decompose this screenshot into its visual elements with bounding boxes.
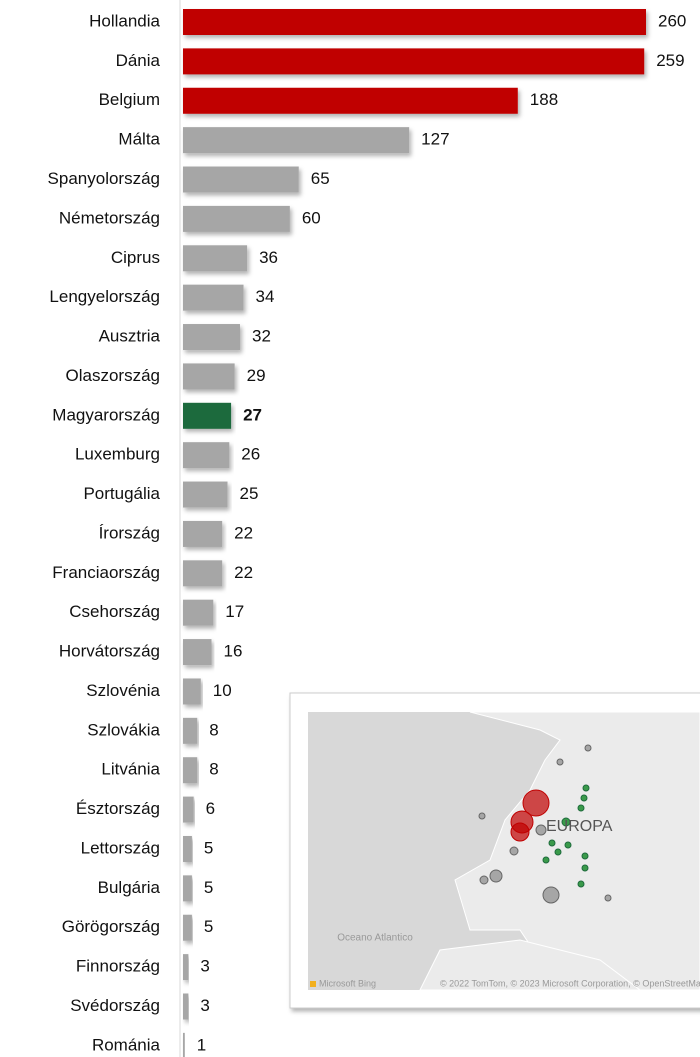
category-label: Görögország <box>62 917 160 936</box>
value-label: 5 <box>204 838 213 857</box>
value-label: 34 <box>256 287 275 306</box>
bar <box>183 993 189 1020</box>
value-label: 17 <box>225 602 244 621</box>
bar <box>183 205 290 232</box>
bar <box>183 875 192 902</box>
category-label: Lengyelország <box>49 287 160 306</box>
category-label: Portugália <box>83 484 160 503</box>
map-land <box>419 939 641 990</box>
bar <box>183 599 214 626</box>
bar <box>183 757 198 784</box>
bar <box>183 678 201 705</box>
value-label: 36 <box>259 248 278 267</box>
category-label: Spanyolország <box>48 169 160 188</box>
value-label: 22 <box>234 523 253 542</box>
bar <box>183 324 240 351</box>
bar <box>183 520 223 547</box>
value-label: 25 <box>240 484 259 503</box>
category-label: Franciaország <box>52 563 160 582</box>
category-label: Finnország <box>76 957 160 976</box>
value-label: 32 <box>252 327 271 346</box>
bar <box>183 1032 185 1057</box>
value-label: 1 <box>197 1035 206 1054</box>
value-label: 188 <box>530 90 558 109</box>
category-label: Málta <box>118 130 160 149</box>
map-ocean: Oceano Atlantico <box>337 933 413 944</box>
category-label: Észtország <box>76 799 160 818</box>
value-label: 26 <box>241 445 260 464</box>
bar <box>183 796 194 823</box>
bar <box>183 127 410 154</box>
bar <box>183 245 248 272</box>
map-inset: EUROPA Oceano Atlantico Microsoft Bing ©… <box>289 692 700 1009</box>
value-label: 3 <box>200 957 209 976</box>
value-label: 22 <box>234 563 253 582</box>
bar <box>183 481 228 508</box>
category-label: Szlovénia <box>86 681 160 700</box>
map-copyright: © 2022 TomTom, © 2023 Microsoft Corporat… <box>440 978 700 988</box>
bar <box>183 717 198 744</box>
value-label: 29 <box>247 366 266 385</box>
category-label: Horvátország <box>59 642 160 661</box>
category-label: Ausztria <box>99 327 161 346</box>
map-land <box>454 712 700 990</box>
bar <box>183 402 232 429</box>
map-bubbles <box>478 744 612 904</box>
category-label: Magyarország <box>52 405 160 424</box>
value-label: 65 <box>311 169 330 188</box>
category-label: Svédország <box>70 996 160 1015</box>
category-label: Hollandia <box>89 11 160 30</box>
bar <box>183 166 299 193</box>
value-label: 3 <box>200 996 209 1015</box>
category-label: Belgium <box>99 90 160 109</box>
map-logo: Microsoft Bing <box>319 978 376 988</box>
category-label: Bulgária <box>98 878 161 897</box>
value-label: 16 <box>223 642 242 661</box>
category-label: Olaszország <box>66 366 160 385</box>
map-label: EUROPA <box>546 818 613 835</box>
bar <box>183 9 646 35</box>
category-label: Dánia <box>116 51 161 70</box>
value-label: 10 <box>213 681 232 700</box>
category-label: Szlovákia <box>87 720 160 739</box>
value-label: 127 <box>421 130 449 149</box>
category-label: Írország <box>99 523 160 542</box>
category-label: Ciprus <box>111 248 160 267</box>
category-label: Lettország <box>81 838 160 857</box>
bar <box>183 442 230 469</box>
category-label: Litvánia <box>101 760 160 779</box>
bar <box>183 835 192 862</box>
value-label: 27 <box>243 405 262 424</box>
bar <box>183 87 518 114</box>
value-label: 5 <box>204 917 213 936</box>
value-label: 260 <box>658 11 686 30</box>
map-logo-icon <box>310 981 316 987</box>
bar <box>183 284 244 311</box>
value-label: 60 <box>302 208 321 227</box>
category-label: Németország <box>59 208 160 227</box>
category-label: Csehország <box>69 602 160 621</box>
value-label: 259 <box>656 51 684 70</box>
value-label: 5 <box>204 878 213 897</box>
value-label: 8 <box>209 760 218 779</box>
bar <box>183 639 212 666</box>
bar <box>183 363 235 390</box>
category-label: Románia <box>92 1035 161 1054</box>
bar <box>183 914 192 941</box>
bar <box>183 560 223 587</box>
value-label: 8 <box>209 720 218 739</box>
bar <box>183 954 189 981</box>
bar <box>183 48 645 75</box>
category-label: Luxemburg <box>75 445 160 464</box>
value-label: 6 <box>206 799 215 818</box>
